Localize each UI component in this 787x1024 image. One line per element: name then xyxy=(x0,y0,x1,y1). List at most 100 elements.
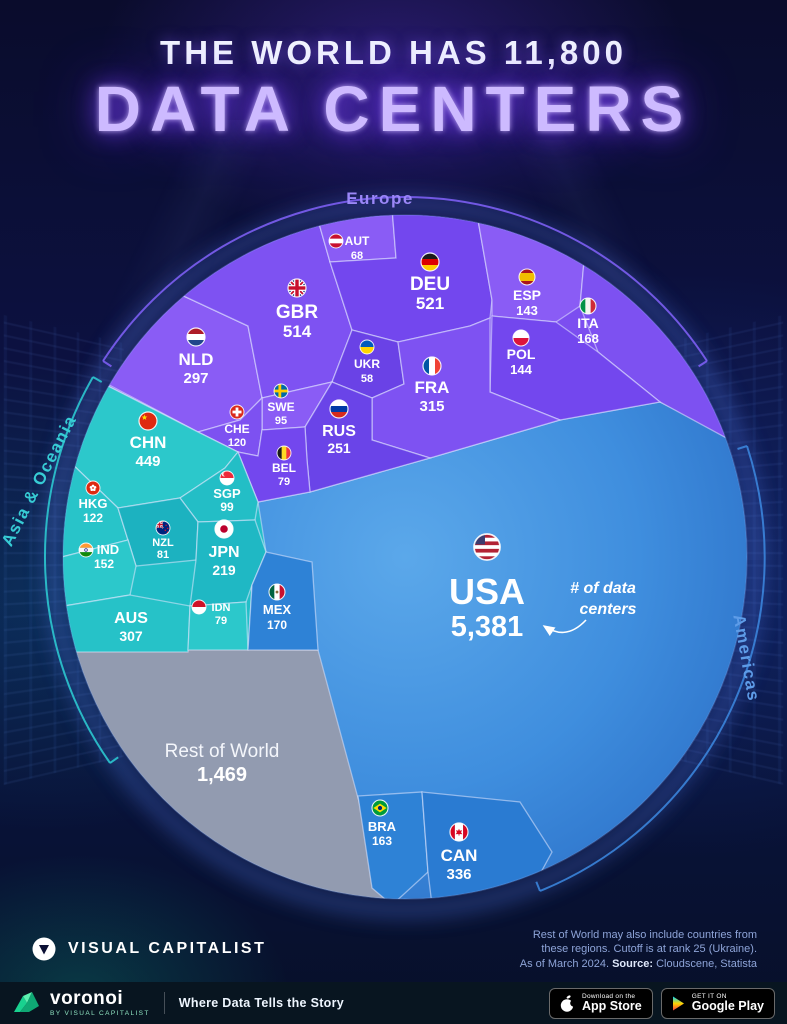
svg-text:NLD: NLD xyxy=(179,350,214,369)
svg-text:95: 95 xyxy=(275,415,287,427)
svg-text:ESP: ESP xyxy=(513,287,541,303)
flag-deu-icon xyxy=(420,252,440,272)
footnote: Rest of World may also include countries… xyxy=(520,928,757,971)
annotation-arrow xyxy=(542,619,587,637)
google-play-badge-top: GET IT ON xyxy=(691,992,727,1000)
region-rest-of-world xyxy=(63,647,391,899)
svg-text:USA: USA xyxy=(449,571,525,612)
flag-can-icon xyxy=(449,822,469,842)
flag-nzl-icon xyxy=(155,520,171,536)
voronoi-logo: voronoi BY VISUAL CAPITALIST xyxy=(12,989,150,1017)
footnote-line3: As of March 2024. Source: Cloudscene, St… xyxy=(519,957,757,970)
svg-text:1,469: 1,469 xyxy=(197,764,247,786)
flag-hkg-icon xyxy=(85,480,101,496)
label-UKR: UKR 58 xyxy=(354,339,380,385)
divider xyxy=(163,992,165,1014)
flag-ita-icon xyxy=(579,297,597,315)
svg-text:144: 144 xyxy=(510,362,532,377)
svg-text:CAN: CAN xyxy=(441,846,478,865)
app-store-badge-bottom: App Store xyxy=(582,998,642,1013)
voronoi-subtitle: BY VISUAL CAPITALIST xyxy=(50,1010,150,1017)
app-store-badge[interactable]: Download on the App Store xyxy=(549,987,653,1019)
cell-JPN xyxy=(189,519,267,607)
voronoi-bird-icon xyxy=(14,992,39,1012)
svg-text:CHE: CHE xyxy=(224,422,249,436)
flag-swe-icon xyxy=(273,383,289,399)
google-play-icon xyxy=(672,996,684,1010)
flag-usa-icon xyxy=(473,533,501,561)
svg-text:449: 449 xyxy=(135,453,160,470)
svg-text:ITA: ITA xyxy=(577,315,599,331)
svg-text:58: 58 xyxy=(361,373,373,385)
svg-text:81: 81 xyxy=(157,549,169,561)
americas-arc xyxy=(539,445,766,892)
cell-MEX xyxy=(247,551,319,651)
label-AUT: AUT 68 xyxy=(328,233,370,262)
flag-che-icon xyxy=(229,404,245,420)
circle-outline xyxy=(62,214,748,900)
flag-sgp-icon xyxy=(219,470,235,486)
svg-text:251: 251 xyxy=(327,440,351,456)
flag-jpn-icon xyxy=(214,519,234,539)
svg-text:68: 68 xyxy=(351,250,363,262)
voronoi-wordmark: voronoi xyxy=(50,988,124,1009)
flag-chn-icon xyxy=(138,411,158,431)
svg-text:RUS: RUS xyxy=(322,423,356,440)
svg-text:AUT: AUT xyxy=(345,234,370,248)
footnote-line1: Rest of World may also include countries… xyxy=(532,929,757,941)
poster-title-line2: DATA CENTERS xyxy=(94,73,693,145)
svg-text:FRA: FRA xyxy=(415,378,450,397)
flag-mex-icon xyxy=(268,583,286,601)
europe-arc xyxy=(102,195,708,362)
circle-glow xyxy=(45,197,765,917)
svg-text:NZL: NZL xyxy=(152,537,174,549)
poster-title-line1: THE WORLD HAS 11,800 xyxy=(160,34,627,71)
svg-text:521: 521 xyxy=(416,294,444,313)
visual-capitalist-wordmark: VISUAL CAPITALIST xyxy=(68,940,267,958)
cell-IND xyxy=(63,539,137,609)
svg-text:79: 79 xyxy=(278,476,290,488)
footnote-line2: these regions. Cutoff is at rank 25 (Ukr… xyxy=(541,943,757,956)
svg-text:UKR: UKR xyxy=(354,357,380,371)
flag-rus-icon xyxy=(329,399,349,419)
svg-text:POL: POL xyxy=(507,346,536,362)
svg-text:Rest of World: Rest of World xyxy=(165,741,280,762)
google-play-badge[interactable]: GET IT ON Google Play xyxy=(660,987,775,1019)
tagline: Where Data Tells the Story xyxy=(178,996,345,1010)
svg-text:168: 168 xyxy=(577,331,599,346)
svg-text:120: 120 xyxy=(228,437,246,449)
svg-text:5,381: 5,381 xyxy=(451,611,524,643)
flag-aut-icon xyxy=(328,233,344,249)
app-store-badge-top: Download on the xyxy=(582,992,636,1000)
usa-annotation: # of data centers xyxy=(542,580,637,637)
svg-text:BRA: BRA xyxy=(368,819,397,834)
cell-BRA xyxy=(357,791,429,899)
source-label: Source: xyxy=(612,957,654,970)
svg-text:315: 315 xyxy=(419,398,444,415)
flag-gbr-icon xyxy=(287,278,307,298)
flag-esp-icon xyxy=(518,268,536,286)
svg-text:79: 79 xyxy=(215,615,227,627)
google-play-badge-bottom: Google Play xyxy=(691,998,764,1013)
visual-capitalist-logo: VISUAL CAPITALIST xyxy=(30,935,266,963)
svg-text:307: 307 xyxy=(119,628,143,644)
svg-text:99: 99 xyxy=(220,500,234,514)
